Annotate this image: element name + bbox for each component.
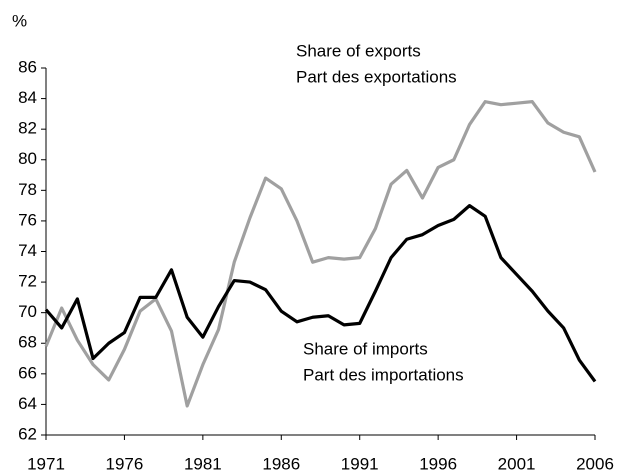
x-tick-label: 2006 — [576, 454, 614, 473]
series-label: Share of imports — [303, 339, 428, 358]
series-line — [44, 204, 597, 383]
y-tick-label: 66 — [18, 363, 37, 382]
y-tick-label: 76 — [18, 210, 37, 229]
y-tick-label: 80 — [18, 149, 37, 168]
y-tick-label: 62 — [18, 424, 37, 443]
y-tick-label: 64 — [18, 394, 37, 413]
series-label: Part des exportations — [296, 67, 457, 86]
x-tick-label: 1976 — [106, 454, 144, 473]
y-axis-label: % — [12, 11, 27, 30]
x-tick-label: 1991 — [341, 454, 379, 473]
x-tick-label: 1986 — [262, 454, 300, 473]
x-tick-label: 1981 — [184, 454, 222, 473]
x-tick-label: 1971 — [27, 454, 65, 473]
y-tick-label: 70 — [18, 302, 37, 321]
y-tick-label: 72 — [18, 272, 37, 291]
series-label: Part des importations — [303, 365, 464, 384]
y-tick-label: 84 — [18, 88, 37, 107]
y-tick-label: 78 — [18, 180, 37, 199]
y-tick-label: 86 — [18, 57, 37, 76]
x-tick-label: 1996 — [419, 454, 457, 473]
y-tick-label: 74 — [18, 241, 37, 260]
x-tick-label: 2001 — [498, 454, 536, 473]
series-line — [44, 100, 597, 408]
y-tick-label: 82 — [18, 119, 37, 138]
series-label: Share of exports — [296, 41, 421, 60]
y-tick-label: 68 — [18, 333, 37, 352]
